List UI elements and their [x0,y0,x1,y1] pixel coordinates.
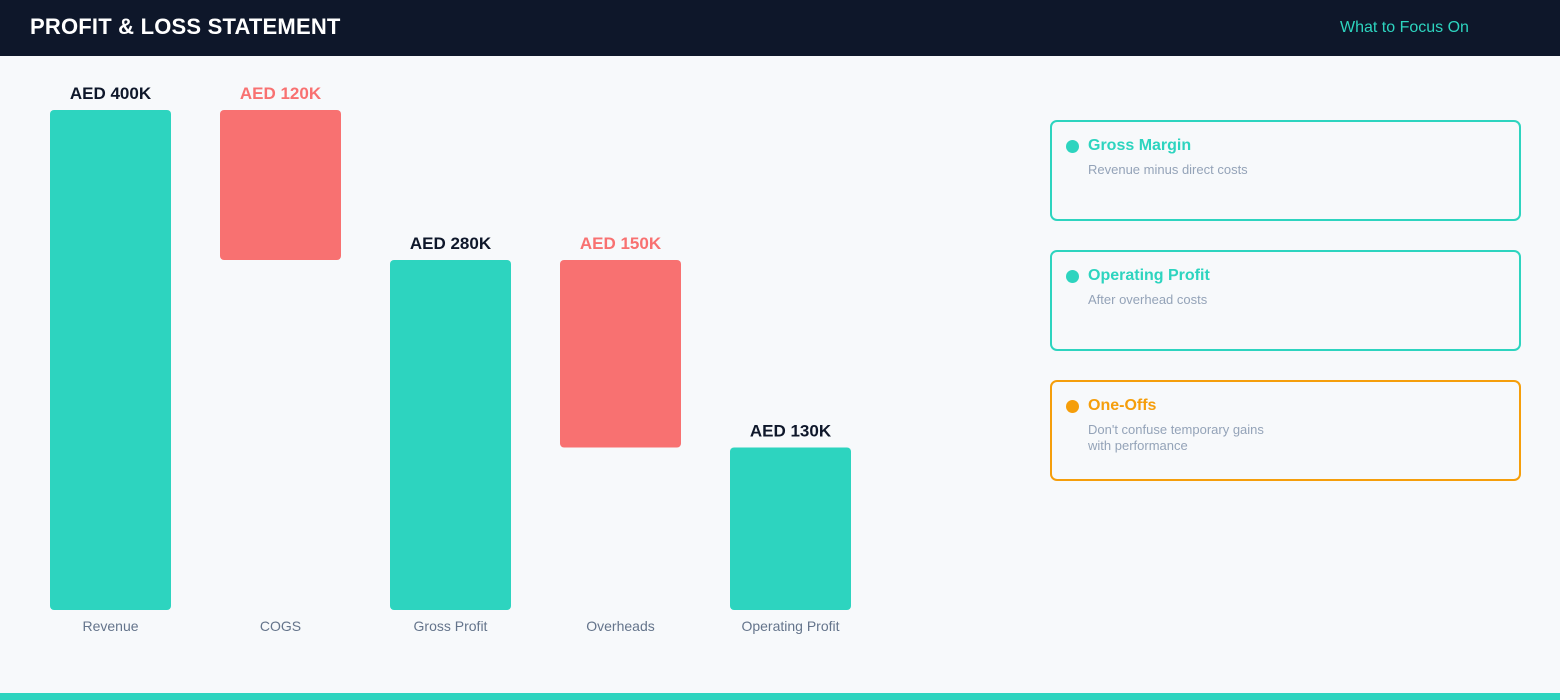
card-title: One-Offs [1088,397,1157,414]
category-label: Overheads [586,618,654,634]
bar-revenue [50,110,171,610]
page-title: PROFIT & LOSS STATEMENT [30,14,341,39]
pl-waterfall-chart: AED 400K Revenue AED 120K COGS AED 280K Gross… [50,84,851,634]
bar-gross-profit [390,260,511,610]
status-dot-icon [1066,140,1079,153]
value-label: AED 280K [410,234,492,253]
footer-accent-bar [0,693,1560,700]
card-title: Operating Profit [1088,267,1210,284]
category-label: Operating Profit [741,618,839,634]
header-bar: PROFIT & LOSS STATEMENT What to Focus On [0,0,1560,56]
category-label: Gross Profit [414,618,488,634]
value-label: AED 130K [750,422,832,441]
focus-card-gross-margin: Gross Margin Revenue minus direct costs [1050,120,1521,221]
bar-overheads [560,260,681,448]
what-to-focus-on-link[interactable]: What to Focus On [1340,19,1469,36]
card-title: Gross Margin [1088,137,1192,154]
bar-cogs [220,110,341,260]
value-label: AED 400K [70,84,152,103]
focus-card-operating-profit: Operating Profit After overhead costs [1050,250,1521,351]
status-dot-icon [1066,270,1079,283]
bar-operating-profit [730,447,851,610]
status-dot-icon [1066,400,1079,413]
card-description: Don't confuse temporary gains with perfo… [1088,422,1264,453]
value-label: AED 120K [240,84,322,103]
category-label: COGS [260,618,301,634]
category-label: Revenue [82,618,138,634]
card-description: Revenue minus direct costs [1088,162,1248,177]
value-label: AED 150K [580,234,662,253]
focus-card-one-offs: One-Offs Don't confuse temporary gains w… [1050,380,1521,481]
card-description: After overhead costs [1088,292,1208,307]
